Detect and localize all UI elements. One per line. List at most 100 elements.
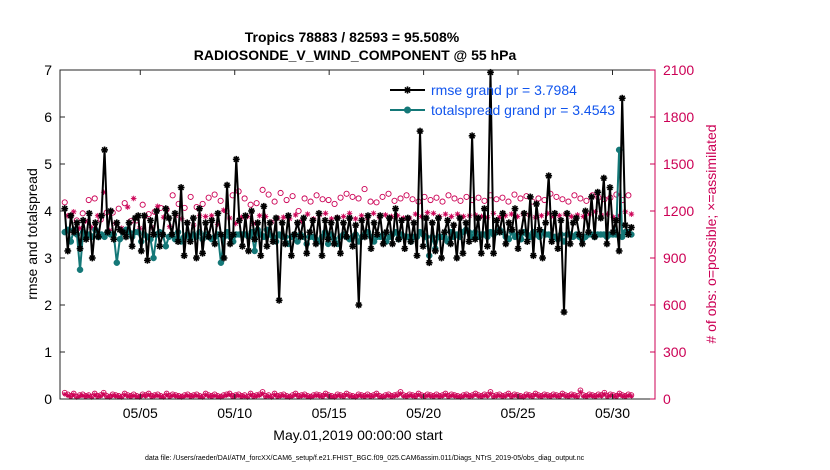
rmse-point [144, 256, 151, 264]
rmse-point [379, 240, 387, 248]
rmse-point [168, 231, 176, 238]
rmse-point [389, 240, 396, 248]
rmse-point [533, 200, 540, 208]
rmse-point [496, 228, 504, 236]
rmse-point [263, 242, 271, 250]
x-tick-label: 05/05 [123, 405, 158, 421]
obs-possible-marker [349, 193, 356, 200]
obs-possible-marker [187, 193, 194, 200]
y-axis-left-label: rmse and totalspread [24, 168, 40, 300]
rmse-point [324, 235, 332, 243]
obs-assimilated-marker [202, 213, 209, 220]
rmse-point [615, 247, 623, 255]
obs-possible-marker [505, 198, 512, 205]
rmse-point [202, 219, 210, 227]
chart-title: Tropics 78883 / 82593 = 95.508% [245, 29, 460, 45]
rmse-point [523, 238, 531, 245]
rmse-point [64, 247, 72, 255]
obs-bottom-assimilated-marker [170, 393, 176, 398]
rmse-point [174, 238, 182, 245]
rmse-point [235, 217, 243, 224]
rmse-point [349, 242, 357, 250]
rmse-point [609, 228, 617, 236]
totalspread-point [217, 259, 225, 266]
rmse-point [563, 209, 571, 217]
obs-possible-marker [253, 200, 260, 207]
rmse-point [226, 240, 234, 248]
rmse-point [88, 254, 96, 262]
obs-bottom-assimilated-marker [140, 393, 146, 398]
obs-possible-marker [367, 198, 374, 205]
legend-marker-0 [403, 86, 412, 94]
obs-assimilated-marker [424, 209, 431, 216]
rmse-point [196, 205, 203, 213]
obs-assimilated-marker [430, 210, 437, 217]
rmse-point [474, 214, 482, 222]
obs-assimilated-marker [304, 211, 311, 217]
obs-possible-marker [295, 207, 302, 215]
rmse-point [355, 301, 363, 309]
rmse-point [330, 240, 338, 248]
obs-possible-marker [283, 196, 290, 204]
obs-possible-marker [451, 195, 458, 202]
rmse-point [572, 214, 580, 222]
rmse-point [404, 214, 412, 222]
rmse-point [162, 205, 170, 213]
obs-assimilated-marker [208, 212, 215, 219]
obs-possible-marker [325, 196, 332, 204]
rmse-point [193, 254, 200, 262]
rmse-point [431, 247, 439, 255]
rmse-point [441, 228, 448, 236]
obs-bottom-assimilated-marker [164, 392, 170, 398]
x-axis-label: May.01,2019 00:00:00 start [273, 427, 443, 443]
legend-marker-1 [404, 106, 411, 114]
rmse-point [603, 240, 611, 248]
obs-possible-marker [571, 192, 578, 199]
rmse-point [134, 212, 142, 220]
rmse-point [373, 231, 381, 238]
rmse-point [287, 252, 295, 260]
obs-possible-marker [439, 198, 446, 205]
rmse-point [229, 231, 237, 238]
rmse-point [548, 238, 556, 245]
obs-assimilated-marker [130, 195, 137, 202]
obs-possible-marker [259, 186, 266, 193]
obs-possible-marker [499, 194, 506, 201]
rmse-point [61, 205, 69, 213]
rmse-point [205, 233, 213, 241]
rmse-point [73, 219, 81, 227]
obs-possible-marker [337, 194, 344, 201]
rmse-point [407, 238, 415, 245]
rmse-point [484, 242, 491, 250]
rmse-point [223, 181, 231, 189]
obs-possible-marker [307, 198, 314, 205]
rmse-point [98, 212, 105, 220]
rmse-point [444, 217, 452, 224]
rmse-point [511, 205, 519, 213]
rmse-point [471, 235, 479, 243]
rmse-point [526, 193, 534, 201]
rmse-point [140, 212, 148, 220]
obs-assimilated-marker [568, 213, 575, 220]
rmse-point [490, 249, 497, 257]
rmse-point [542, 219, 550, 227]
obs-possible-marker [391, 197, 398, 204]
rmse-point [107, 207, 115, 215]
rmse-point [462, 219, 470, 227]
y-right-tick-label: 300 [663, 344, 687, 360]
legend-label-0: rmse grand pr = 3.7984 [431, 82, 577, 98]
rmse-point [600, 174, 608, 182]
rmse-point [180, 252, 188, 260]
rmse-point [624, 231, 632, 238]
rmse-point [321, 217, 329, 224]
y-right-tick-label: 600 [663, 297, 687, 313]
y-left-tick-label: 2 [44, 297, 52, 313]
rmse-point [606, 184, 614, 191]
obs-possible-marker [355, 195, 362, 202]
rmse-point [214, 209, 222, 217]
rmse-point [281, 240, 289, 248]
y-left-tick-label: 4 [44, 203, 52, 219]
obs-possible-marker [457, 197, 464, 204]
obs-bottom-assimilated-marker [272, 392, 277, 398]
